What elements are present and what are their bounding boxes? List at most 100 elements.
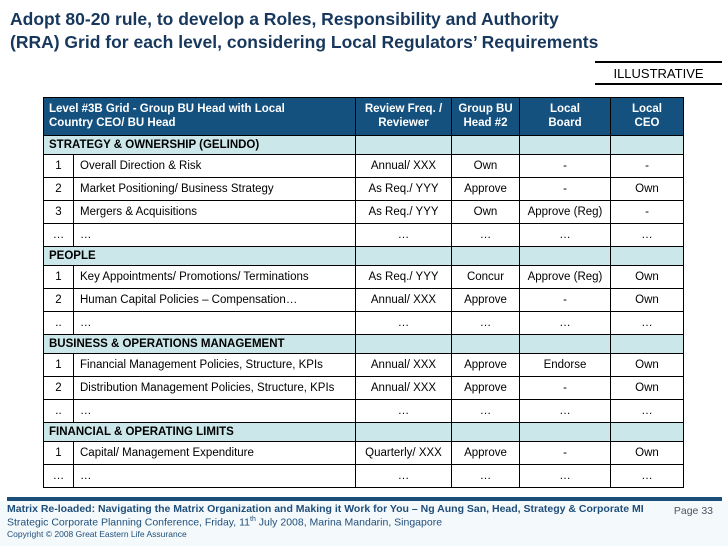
section-empty-cell <box>519 135 611 155</box>
header-review-freq: Review Freq. / Reviewer <box>355 97 452 136</box>
table-row: 1 Key Appointments/ Promotions/ Terminat… <box>43 265 684 289</box>
cell-num: 1 <box>43 441 74 465</box>
footer-divider-bar <box>7 497 722 501</box>
cell-num: 2 <box>43 376 74 400</box>
cell-review: … <box>355 464 452 488</box>
cell-item: … <box>73 223 356 247</box>
footer-date-ordinal: th <box>250 516 256 523</box>
cell-local-ceo: Own <box>610 265 684 289</box>
cell-local-board: Approve (Reg) <box>519 265 611 289</box>
cell-local-ceo: - <box>610 154 684 178</box>
cell-num: 1 <box>43 265 74 289</box>
header-level-grid-label: Level #3B Grid - Group BU Head with Loca… <box>49 103 285 129</box>
cell-review: Annual/ XXX <box>355 376 452 400</box>
section-row-people: PEOPLE <box>43 246 684 266</box>
header-level-grid: Level #3B Grid - Group BU Head with Loca… <box>43 97 356 136</box>
header-local-ceo-label: Local CEO <box>631 103 663 129</box>
cell-item: … <box>73 464 356 488</box>
cell-num: 2 <box>43 288 74 312</box>
table-row: 2 Human Capital Policies – Compensation…… <box>43 288 684 312</box>
section-empty-cell <box>451 246 520 266</box>
cell-review: As Req./ YYY <box>355 265 452 289</box>
footer-background <box>0 501 728 546</box>
cell-local-ceo: … <box>610 311 684 335</box>
cell-review: … <box>355 399 452 423</box>
cell-review: … <box>355 311 452 335</box>
section-empty-cell <box>610 246 684 266</box>
cell-num: 1 <box>43 353 74 377</box>
footer-presentation-title: Matrix Re-loaded: Navigating the Matrix … <box>7 503 644 515</box>
rra-grid-table: Level #3B Grid - Group BU Head with Loca… <box>43 97 684 488</box>
cell-review: Annual/ XXX <box>355 353 452 377</box>
section-empty-cell <box>519 246 611 266</box>
cell-num: … <box>43 464 74 488</box>
section-empty-cell <box>451 334 520 354</box>
cell-local-ceo: Own <box>610 441 684 465</box>
cell-local-board: - <box>519 288 611 312</box>
cell-local-ceo: … <box>610 464 684 488</box>
cell-review: … <box>355 223 452 247</box>
header-local-board: Local Board <box>519 97 611 136</box>
footer-conference-suffix: July 2008, Marina Mandarin, Singapore <box>255 516 443 529</box>
cell-local-ceo: Own <box>610 177 684 201</box>
section-empty-cell <box>451 135 520 155</box>
cell-local-board: … <box>519 464 611 488</box>
cell-item: Key Appointments/ Promotions/ Terminatio… <box>73 265 356 289</box>
table-row: .. … … … … … <box>43 311 684 335</box>
cell-group-bu: … <box>451 399 520 423</box>
header-local-ceo: Local CEO <box>610 97 684 136</box>
section-empty-cell <box>355 246 452 266</box>
cell-local-ceo: … <box>610 399 684 423</box>
cell-local-board: - <box>519 177 611 201</box>
footer-copyright: Copyright © 2008 Great Eastern Life Assu… <box>7 529 187 539</box>
section-empty-cell <box>610 135 684 155</box>
illustrative-tag: ILLUSTRATIVE <box>595 61 722 85</box>
cell-group-bu: … <box>451 464 520 488</box>
cell-group-bu: Approve <box>451 376 520 400</box>
cell-num: 1 <box>43 154 74 178</box>
cell-item: Market Positioning/ Business Strategy <box>73 177 356 201</box>
slide-title: Adopt 80-20 rule, to develop a Roles, Re… <box>10 8 722 54</box>
cell-item: … <box>73 311 356 335</box>
table-row: 1 Capital/ Management Expenditure Quarte… <box>43 441 684 465</box>
cell-group-bu: Own <box>451 200 520 224</box>
section-title-cell: FINANCIAL & OPERATING LIMITS <box>43 422 356 442</box>
cell-group-bu: … <box>451 223 520 247</box>
section-row-business-ops: BUSINESS & OPERATIONS MANAGEMENT <box>43 334 684 354</box>
table-row: .. … … … … … <box>43 399 684 423</box>
cell-local-board: … <box>519 223 611 247</box>
cell-review: As Req./ YYY <box>355 177 452 201</box>
cell-local-board: Endorse <box>519 353 611 377</box>
cell-group-bu: … <box>451 311 520 335</box>
section-title-cell: BUSINESS & OPERATIONS MANAGEMENT <box>43 334 356 354</box>
section-empty-cell <box>355 334 452 354</box>
footer-conference-line: Strategic Corporate Planning Conference,… <box>7 516 442 529</box>
cell-item: Mergers & Acquisitions <box>73 200 356 224</box>
section-empty-cell <box>610 422 684 442</box>
cell-group-bu: Approve <box>451 288 520 312</box>
footer-conference-prefix: Strategic Corporate Planning Conference,… <box>7 516 250 529</box>
cell-group-bu: Concur <box>451 265 520 289</box>
cell-group-bu: Approve <box>451 177 520 201</box>
cell-local-ceo: - <box>610 200 684 224</box>
section-empty-cell <box>610 334 684 354</box>
cell-local-ceo: Own <box>610 376 684 400</box>
section-empty-cell <box>451 422 520 442</box>
cell-local-board: … <box>519 399 611 423</box>
section-row-financial-limits: FINANCIAL & OPERATING LIMITS <box>43 422 684 442</box>
section-empty-cell <box>355 135 452 155</box>
table-row: 1 Overall Direction & Risk Annual/ XXX O… <box>43 154 684 178</box>
section-empty-cell <box>519 422 611 442</box>
cell-group-bu: Approve <box>451 441 520 465</box>
cell-review: As Req./ YYY <box>355 200 452 224</box>
cell-num: .. <box>43 311 74 335</box>
cell-local-ceo: … <box>610 223 684 247</box>
header-group-bu-head-2: Group BU Head #2 <box>451 97 520 136</box>
section-empty-cell <box>355 422 452 442</box>
cell-item: Human Capital Policies – Compensation… <box>73 288 356 312</box>
cell-num: 2 <box>43 177 74 201</box>
cell-local-board: Approve (Reg) <box>519 200 611 224</box>
table-row: 2 Market Positioning/ Business Strategy … <box>43 177 684 201</box>
cell-item: Distribution Management Policies, Struct… <box>73 376 356 400</box>
